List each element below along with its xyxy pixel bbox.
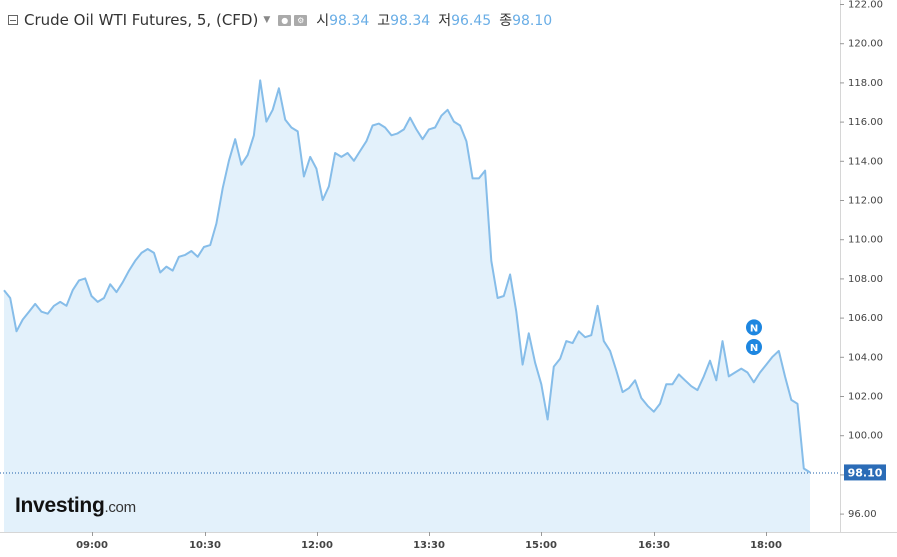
price-tick-label: 96.00 bbox=[848, 509, 877, 520]
price-tick-label: 114.00 bbox=[848, 156, 883, 167]
close-value: 98.10 bbox=[512, 13, 553, 29]
price-tick-label: 116.00 bbox=[848, 117, 883, 128]
logo-suffix: .com bbox=[104, 499, 136, 516]
price-tick-label: 108.00 bbox=[848, 274, 883, 285]
price-tick-label: 100.00 bbox=[848, 431, 883, 442]
news-marker[interactable]: N bbox=[746, 339, 762, 355]
time-tick-label: 16:30 bbox=[638, 540, 670, 551]
time-tick-label: 12:00 bbox=[301, 540, 333, 551]
price-tick-label: 120.00 bbox=[848, 39, 883, 50]
chart-legend: Crude Oil WTI Futures, 5, (CFD) ▼ ● ⚙ 시9… bbox=[8, 10, 552, 30]
last-price-label: 98.10 bbox=[844, 464, 886, 481]
settings-icon[interactable]: ⚙ bbox=[294, 14, 308, 26]
price-tick-label: 112.00 bbox=[848, 196, 883, 207]
investing-logo[interactable]: Investing.com bbox=[15, 494, 136, 518]
news-marker[interactable]: N bbox=[746, 319, 762, 336]
high-value: 98.34 bbox=[390, 13, 431, 29]
price-tick-label: 118.00 bbox=[848, 78, 883, 89]
time-tick-label: 10:30 bbox=[189, 540, 221, 551]
time-axis: 09:00 10:30 12:00 13:30 15:00 16:30 18:00 bbox=[76, 532, 782, 551]
time-tick-label: 18:00 bbox=[750, 540, 782, 551]
high-label: 고 bbox=[377, 13, 391, 29]
price-series-line bbox=[3, 79, 811, 474]
low-label: 저 bbox=[438, 13, 452, 29]
time-tick-label: 09:00 bbox=[76, 540, 108, 551]
price-tick-label: 110.00 bbox=[848, 235, 883, 246]
eye-icon[interactable]: ● bbox=[278, 14, 292, 26]
news-markers[interactable]: NN bbox=[746, 319, 762, 355]
logo-brand: Investing bbox=[15, 494, 105, 517]
chevron-down-icon[interactable]: ▼ bbox=[263, 15, 271, 25]
instrument-title[interactable]: Crude Oil WTI Futures, 5, (CFD) bbox=[24, 11, 259, 29]
price-axis: 96.0098.00100.00102.00104.00106.00108.00… bbox=[840, 0, 883, 520]
price-tick-label: 106.00 bbox=[848, 313, 883, 324]
price-tick-label: 104.00 bbox=[848, 352, 883, 363]
open-value: 98.34 bbox=[329, 13, 370, 29]
last-price-text: 98.10 bbox=[848, 466, 883, 479]
time-tick-label: 15:00 bbox=[525, 540, 557, 551]
close-label: 종 bbox=[499, 13, 513, 29]
open-label: 시 bbox=[316, 13, 330, 29]
price-tick-label: 122.00 bbox=[848, 0, 883, 11]
news-marker-circle[interactable] bbox=[746, 319, 762, 336]
price-tick-label: 102.00 bbox=[848, 392, 883, 403]
news-marker-label: N bbox=[750, 343, 758, 354]
price-area-fill bbox=[4, 80, 810, 533]
low-value: 96.45 bbox=[451, 13, 492, 29]
last-price-badge bbox=[844, 464, 886, 481]
ohlc-values: 시98.34 고98.34 저96.45 종98.10 bbox=[316, 10, 552, 30]
time-tick-label: 13:30 bbox=[413, 540, 445, 551]
news-marker-label: N bbox=[750, 323, 758, 334]
collapse-legend-icon[interactable] bbox=[8, 15, 18, 25]
news-marker-circle[interactable] bbox=[746, 339, 762, 355]
